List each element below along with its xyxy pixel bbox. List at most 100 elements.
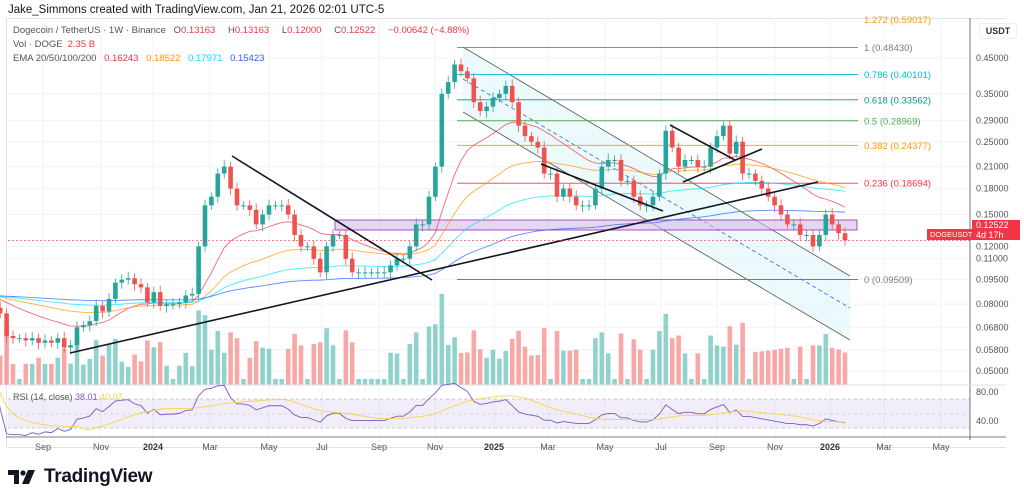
triangle-upper <box>669 124 736 161</box>
candle-body <box>823 214 829 235</box>
change-value: −0.00642 (−4.88%) <box>387 25 470 36</box>
candle-body <box>689 159 694 161</box>
volume-bar <box>477 349 483 385</box>
volume-bar <box>375 379 381 385</box>
time-tick: Mar <box>876 442 892 452</box>
volume-bar <box>49 363 54 385</box>
candle-body <box>516 102 521 126</box>
volume-bar <box>266 348 272 385</box>
volume-bar <box>42 363 48 385</box>
volume-bar <box>829 347 835 385</box>
candle-body <box>471 78 477 103</box>
candle-body <box>586 205 592 207</box>
candle-body <box>119 279 125 283</box>
price-tick: 0.45000 <box>976 53 1009 63</box>
volume-bar <box>349 342 355 385</box>
candle-body <box>113 282 118 299</box>
price-chart[interactable]: 1.272 (0.59017) 1 (0.48430) 0.786 (0.40101… <box>0 0 1024 460</box>
candle-body <box>349 258 355 273</box>
candle-body <box>23 338 29 341</box>
candle-body <box>279 205 285 207</box>
time-tick: Mar <box>540 442 556 452</box>
volume-bar <box>420 379 425 385</box>
candle-body <box>401 258 406 260</box>
ema50-value: 0.18522 <box>146 53 181 64</box>
low-value: 0.12000 <box>287 25 322 36</box>
currency-button[interactable]: USDT <box>979 23 1017 39</box>
candle-body <box>842 233 848 241</box>
price-tick: 0.11000 <box>976 254 1008 264</box>
volume-bar <box>842 352 848 385</box>
candle-body <box>93 305 99 322</box>
volume-bar <box>554 331 560 385</box>
volume-bar <box>215 331 221 385</box>
candle-body <box>580 205 585 207</box>
volume-bar <box>426 326 432 385</box>
volume-bar <box>196 310 201 385</box>
rsi-tick-40: 40.00 <box>976 416 999 426</box>
volume-bar <box>778 348 784 385</box>
bar-countdown: 4d 17h <box>976 230 1004 240</box>
time-tick: 2026 <box>820 442 840 452</box>
volume-bar <box>317 342 323 385</box>
symbol-legend: Dogecoin / TetherUS · 1W · Binance O0.13… <box>13 25 470 36</box>
candle-body <box>273 205 278 207</box>
candle-body <box>292 214 297 235</box>
volume-bar <box>61 348 67 385</box>
candle-body <box>778 205 784 215</box>
fib-retracement: 1.272 (0.59017) 1 (0.48430) 0.786 (0.40101… <box>457 15 931 286</box>
price-tick: 0.05800 <box>976 345 1009 355</box>
candle-body <box>426 196 432 225</box>
candle-body <box>490 97 496 107</box>
volume-bar <box>586 379 592 385</box>
volume-bar <box>23 363 29 385</box>
volume-bar <box>138 361 144 385</box>
volume-bar <box>228 332 233 385</box>
candle-body <box>433 166 438 197</box>
time-tick: May <box>596 442 614 452</box>
trendline-long-support <box>69 181 819 354</box>
rsi-legend: RSI (14, close) 38.01 40.07 <box>13 392 123 402</box>
candle-body <box>420 224 425 226</box>
volume-bar <box>503 350 509 385</box>
volume-bar <box>529 355 534 385</box>
candle-body <box>337 234 342 236</box>
volume-bar <box>593 338 598 385</box>
candle-body <box>100 305 105 312</box>
time-tick: May <box>932 442 950 452</box>
candle-body <box>298 234 304 247</box>
candle-body <box>285 205 291 215</box>
time-tick: Nov <box>767 442 784 452</box>
candle-body <box>407 246 413 259</box>
volume-bar <box>676 335 681 385</box>
candle-body <box>381 272 387 274</box>
volume-bar <box>497 358 502 385</box>
candle-body <box>701 166 707 168</box>
ema200-line <box>0 209 846 302</box>
volume-bar <box>100 355 105 385</box>
candle-body <box>650 196 656 206</box>
volume-bar <box>202 315 208 385</box>
volume-bar <box>260 347 265 385</box>
candle-body <box>759 180 765 189</box>
volume-bar <box>772 349 777 385</box>
candle-body <box>791 224 797 226</box>
tradingview-logo[interactable]: TradingView <box>8 466 153 488</box>
candle-body <box>311 246 317 259</box>
brand-name: TradingView <box>44 466 153 487</box>
price-tick: 0.09500 <box>976 275 1009 285</box>
candle-body <box>0 307 3 314</box>
volume-bar <box>68 363 73 385</box>
volume-bar <box>241 379 246 385</box>
volume-bar <box>695 353 701 385</box>
candle-body <box>753 173 758 181</box>
time-tick: 2025 <box>484 442 504 452</box>
candle-body <box>484 106 489 112</box>
candle-body <box>522 125 528 137</box>
price-tick: 0.25000 <box>976 137 1009 147</box>
volume-bar <box>541 328 547 385</box>
high-value: 0.13163 <box>234 25 270 36</box>
rsi-tick-80: 80.00 <box>976 387 999 397</box>
candle-body <box>81 325 86 328</box>
volume-bar <box>682 353 688 385</box>
